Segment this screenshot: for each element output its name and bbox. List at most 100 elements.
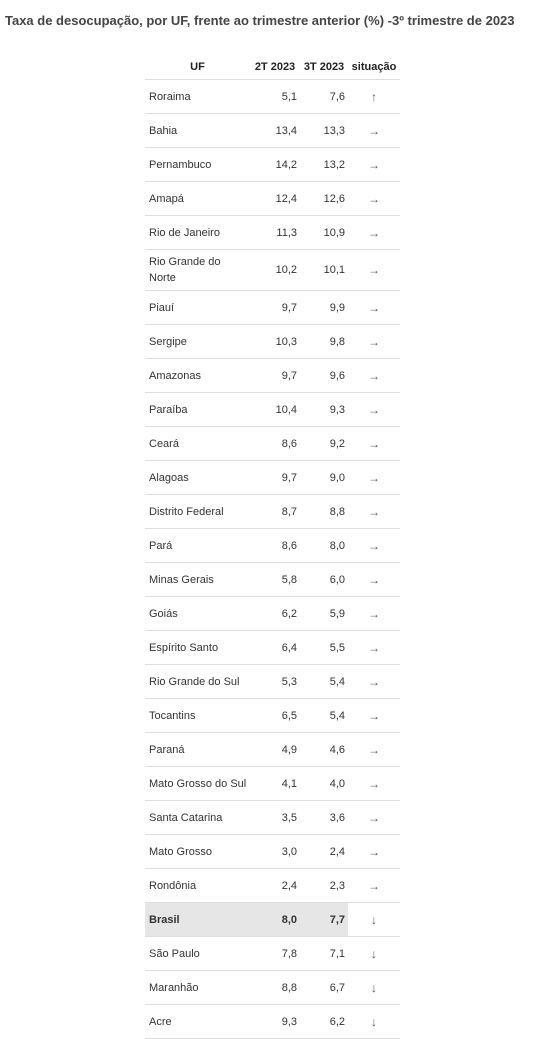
value-2t: 10,2 — [250, 249, 300, 291]
trend-arrow: → — [348, 494, 400, 529]
trend-arrow: → — [348, 460, 400, 495]
value-3t: 6,7 — [300, 970, 348, 1005]
table-row: Santa Catarina 3,5 3,6 → — [145, 800, 400, 835]
value-2t: 2,4 — [250, 868, 300, 903]
trend-arrow: ↓ — [348, 902, 400, 937]
value-3t: 13,2 — [300, 147, 348, 182]
table-row: Mato Grosso 3,0 2,4 → — [145, 834, 400, 869]
state-name: Rio Grande do Sul — [145, 664, 250, 699]
value-3t: 9,3 — [300, 392, 348, 427]
state-name: Brasil — [145, 902, 250, 937]
value-3t: 3,6 — [300, 800, 348, 835]
value-2t: 9,7 — [250, 358, 300, 393]
table-body: Roraima 5,1 7,6 ↑ Bahia 13,4 13,3 → Pernambuco 14… — [145, 79, 400, 1039]
value-3t: 2,3 — [300, 868, 348, 903]
trend-arrow: → — [348, 181, 400, 216]
table-row: Pernambuco 14,2 13,2 → — [145, 147, 400, 182]
trend-arrow: → — [348, 562, 400, 597]
table-row: Pará 8,6 8,0 → — [145, 528, 400, 563]
column-header: 3T 2023 — [300, 55, 348, 80]
column-header: UF — [145, 55, 250, 80]
value-3t: 8,8 — [300, 494, 348, 529]
table-row: Espírito Santo 6,4 5,5 → — [145, 630, 400, 665]
state-name: Bahia — [145, 113, 250, 148]
trend-arrow: → — [348, 664, 400, 699]
value-2t: 8,8 — [250, 970, 300, 1005]
value-2t: 4,9 — [250, 732, 300, 767]
trend-arrow: → — [348, 358, 400, 393]
value-3t: 13,3 — [300, 113, 348, 148]
value-2t: 13,4 — [250, 113, 300, 148]
value-3t: 9,0 — [300, 460, 348, 495]
value-2t: 5,8 — [250, 562, 300, 597]
value-2t: 8,6 — [250, 528, 300, 563]
trend-arrow: ↓ — [348, 936, 400, 971]
value-2t: 5,3 — [250, 664, 300, 699]
trend-arrow: → — [348, 147, 400, 182]
value-3t: 7,6 — [300, 79, 348, 114]
table: UF 2T 2023 3T 2023 situação Roraima 5,1 7,6 ↑ B… — [145, 55, 400, 1039]
value-2t: 14,2 — [250, 147, 300, 182]
value-3t: 9,2 — [300, 426, 348, 461]
state-name: Goiás — [145, 596, 250, 631]
value-2t: 9,7 — [250, 460, 300, 495]
state-name: Piauí — [145, 290, 250, 325]
value-3t: 2,4 — [300, 834, 348, 869]
state-name: Rondônia — [145, 868, 250, 903]
trend-arrow: → — [348, 249, 400, 291]
value-3t: 12,6 — [300, 181, 348, 216]
value-3t: 5,5 — [300, 630, 348, 665]
state-name: Santa Catarina — [145, 800, 250, 835]
trend-arrow: → — [348, 392, 400, 427]
state-name: Sergipe — [145, 324, 250, 359]
table-row: Minas Gerais 5,8 6,0 → — [145, 562, 400, 597]
value-2t: 10,3 — [250, 324, 300, 359]
title: Taxa de desocupação, por UF, frente ao t… — [5, 13, 515, 28]
trend-arrow: → — [348, 324, 400, 359]
state-name: Amazonas — [145, 358, 250, 393]
table-row: Paraíba 10,4 9,3 → — [145, 392, 400, 427]
value-3t: 9,6 — [300, 358, 348, 393]
table-row: Distrito Federal 8,7 8,8 → — [145, 494, 400, 529]
value-2t: 12,4 — [250, 181, 300, 216]
trend-arrow: → — [348, 528, 400, 563]
value-2t: 9,3 — [250, 1004, 300, 1039]
value-2t: 3,0 — [250, 834, 300, 869]
table-row: Maranhão 8,8 6,7 ↓ — [145, 970, 400, 1005]
value-2t: 10,4 — [250, 392, 300, 427]
value-3t: 5,9 — [300, 596, 348, 631]
state-name: Tocantins — [145, 698, 250, 733]
table-row: Tocantins 6,5 5,4 → — [145, 698, 400, 733]
value-2t: 6,2 — [250, 596, 300, 631]
value-3t: 10,9 — [300, 215, 348, 250]
column-header: situação — [348, 55, 400, 80]
table-row: Bahia 13,4 13,3 → — [145, 113, 400, 148]
table-row: Amapá 12,4 12,6 → — [145, 181, 400, 216]
trend-arrow: → — [348, 290, 400, 325]
trend-arrow: → — [348, 113, 400, 148]
state-name: São Paulo — [145, 936, 250, 971]
state-name: Paraíba — [145, 392, 250, 427]
state-name: Minas Gerais — [145, 562, 250, 597]
table-row: Paraná 4,9 4,6 → — [145, 732, 400, 767]
header-row: UF 2T 2023 3T 2023 situação — [145, 55, 400, 80]
table-row: Sergipe 10,3 9,8 → — [145, 324, 400, 359]
trend-arrow: → — [348, 766, 400, 801]
table-row: Mato Grosso do Sul 4,1 4,0 → — [145, 766, 400, 801]
trend-arrow: → — [348, 732, 400, 767]
value-3t: 9,9 — [300, 290, 348, 325]
state-name: Acre — [145, 1004, 250, 1039]
state-name: Amapá — [145, 181, 250, 216]
value-3t: 10,1 — [300, 249, 348, 291]
value-3t: 5,4 — [300, 698, 348, 733]
trend-arrow: → — [348, 800, 400, 835]
value-2t: 6,4 — [250, 630, 300, 665]
page: Taxa de desocupação, por UF, frente ao t… — [5, 13, 515, 1039]
value-3t: 8,0 — [300, 528, 348, 563]
state-name: Pará — [145, 528, 250, 563]
trend-arrow: → — [348, 868, 400, 903]
trend-arrow: ↓ — [348, 1004, 400, 1039]
value-3t: 6,2 — [300, 1004, 348, 1039]
value-2t: 6,5 — [250, 698, 300, 733]
column-header: 2T 2023 — [250, 55, 300, 80]
